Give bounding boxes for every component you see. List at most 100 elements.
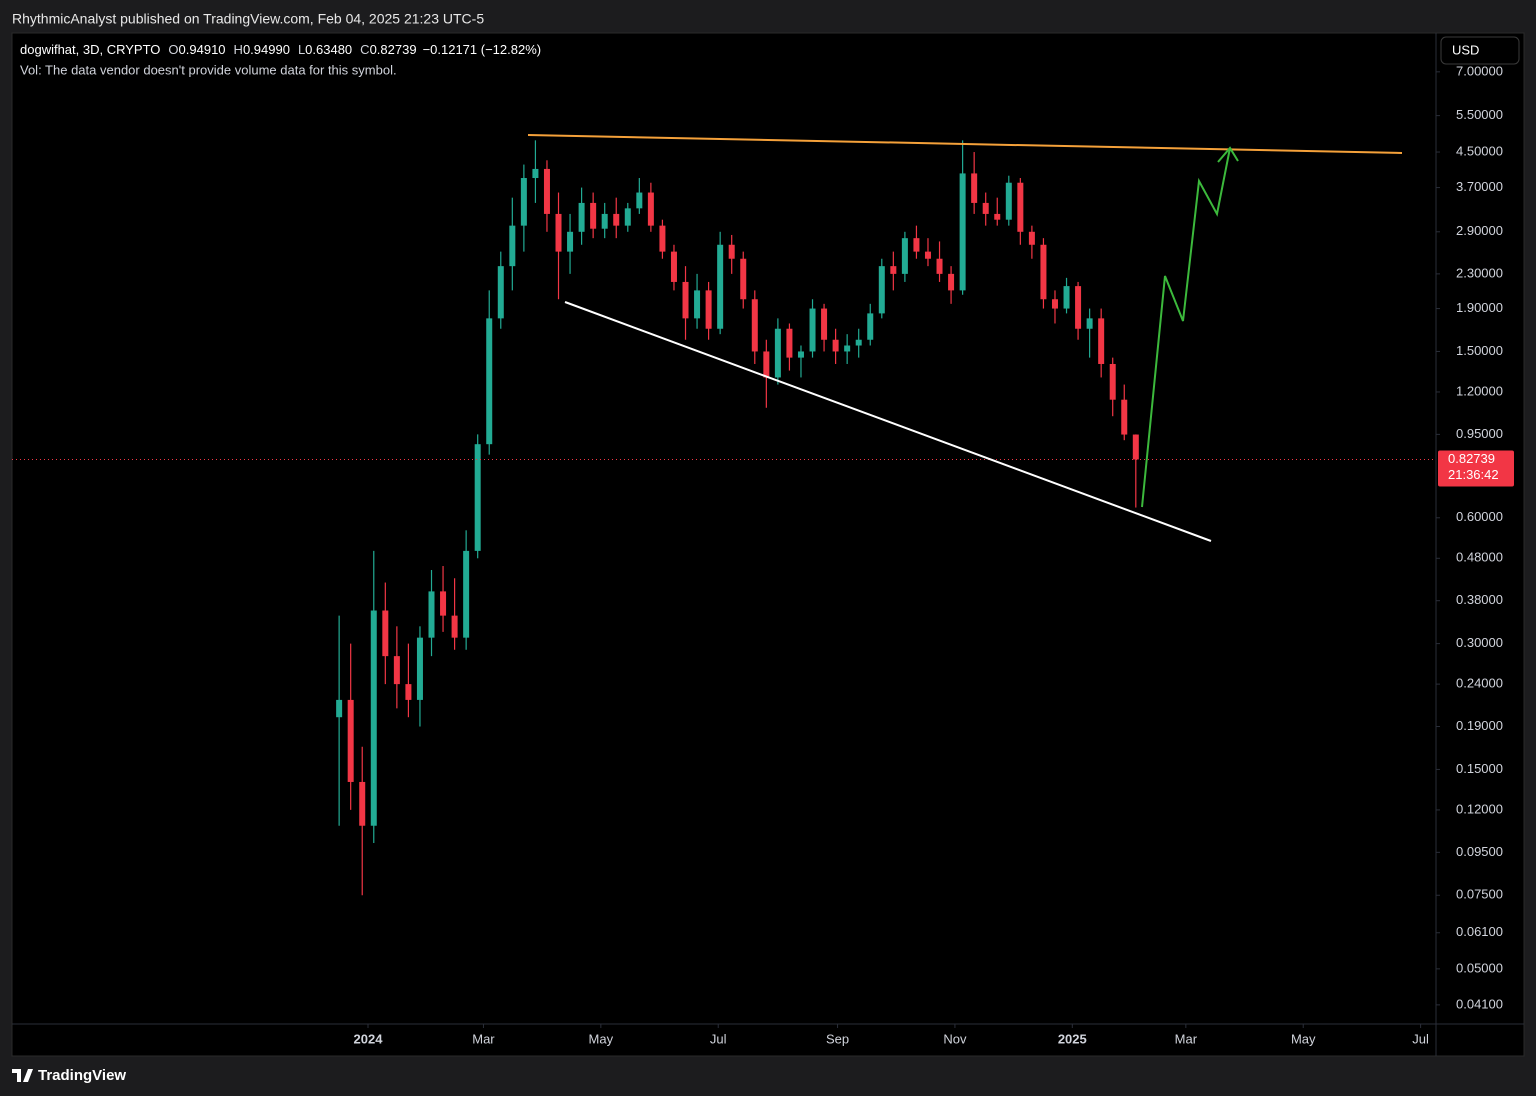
candle-body [509, 225, 516, 267]
candle-body [382, 610, 389, 657]
y-tick-label: 0.07500 [1456, 887, 1503, 902]
candle-body [555, 213, 562, 252]
candle-body [1040, 244, 1047, 300]
candle-body [728, 244, 735, 259]
candle-body [497, 266, 504, 319]
candle-body [532, 168, 539, 179]
candle-body [890, 266, 897, 274]
y-tick-label: 2.90000 [1456, 223, 1503, 238]
footer-logo: TradingView [12, 1067, 126, 1084]
candle-body [520, 178, 527, 226]
candle-body [844, 345, 851, 352]
x-tick-label: Jul [1412, 1031, 1429, 1046]
y-tick-label: 0.95000 [1456, 426, 1503, 441]
candle-body [590, 202, 597, 229]
y-tick-label: 0.12000 [1456, 801, 1503, 816]
y-tick-label: 0.09500 [1456, 844, 1503, 859]
y-tick-label: 0.60000 [1456, 509, 1503, 524]
plot [12, 140, 1436, 896]
y-tick-label: 0.30000 [1456, 635, 1503, 650]
support-line [564, 301, 1212, 542]
candle-body [694, 290, 701, 319]
candle-body [740, 258, 747, 300]
candle-body [1017, 182, 1024, 232]
x-tick-label: Mar [1175, 1031, 1198, 1046]
candle-body [913, 238, 920, 252]
candle-body [1051, 299, 1058, 309]
candle-body [948, 273, 955, 291]
x-tick-label: 2025 [1058, 1031, 1087, 1046]
candle-body [601, 213, 608, 229]
currency-label[interactable]: USD [1452, 42, 1479, 57]
candle-body [405, 684, 412, 700]
x-tick-label: Jul [710, 1031, 727, 1046]
last-price-tag [1438, 450, 1514, 487]
candle-body [763, 351, 770, 378]
y-tick-label: 0.19000 [1456, 718, 1503, 733]
candle-body [855, 339, 862, 346]
candle-body [936, 258, 943, 274]
candle-body [1121, 399, 1128, 435]
legend-key: O [168, 42, 178, 57]
candle-body [463, 550, 470, 638]
candle-body [717, 244, 724, 329]
candle-body [1028, 231, 1035, 245]
candle-body [336, 699, 343, 718]
candle-body [440, 591, 447, 616]
candle-body [867, 313, 874, 340]
candle-body [959, 173, 966, 291]
candle-body [1109, 363, 1116, 400]
candle-body [347, 699, 354, 782]
y-tick-label: 0.24000 [1456, 676, 1503, 691]
candle-body [543, 168, 550, 214]
legend-value: 0.94990 [243, 42, 290, 57]
x-tick-label: 2024 [354, 1031, 384, 1046]
candle-body [994, 213, 1001, 220]
ohlc-legend: dogwifhat, 3D, CRYPTO O0.94910 H0.94990 L0.… [20, 42, 541, 57]
chart-panel [11, 32, 1525, 1057]
y-tick-label: 1.90000 [1456, 300, 1503, 315]
candle-body [636, 192, 643, 209]
y-tick-label: 0.05000 [1456, 960, 1503, 975]
candle-body [647, 192, 654, 226]
x-tick-label: May [589, 1031, 614, 1046]
legend-key: H [234, 42, 243, 57]
drawings [527, 134, 1403, 542]
projection-arrowhead [1217, 146, 1239, 163]
candle-body [359, 781, 366, 826]
candle-body [451, 615, 458, 638]
candle-body [393, 656, 400, 685]
candle-body [428, 591, 435, 638]
candle-body [416, 637, 423, 700]
y-tick-label: 3.70000 [1456, 179, 1503, 194]
candle-body [370, 610, 377, 826]
candle-body [705, 290, 712, 329]
y-tick-label: 0.38000 [1456, 592, 1503, 607]
y-tick-label: 1.20000 [1456, 383, 1503, 398]
legend-value: 0.63480 [305, 42, 352, 57]
projection-path [1141, 147, 1231, 508]
y-tick-label: 0.06100 [1456, 924, 1503, 939]
currency-button[interactable] [1440, 36, 1520, 65]
resistance-line [527, 134, 1403, 154]
y-tick-label: 1.50000 [1456, 343, 1503, 358]
x-tick-label: Mar [472, 1031, 495, 1046]
y-tick-label: 2.30000 [1456, 265, 1503, 280]
candle-body [578, 202, 585, 232]
candle-body [474, 444, 481, 551]
candle-body [1063, 286, 1070, 309]
candle-body [797, 351, 804, 358]
legend-value: 0.82739 [370, 42, 417, 57]
candle-body [659, 225, 666, 252]
candle-body [832, 339, 839, 352]
candle-body [901, 238, 908, 274]
candle-body [1086, 318, 1093, 329]
x-tick-label: Nov [943, 1031, 967, 1046]
countdown: 21:36:42 [1448, 467, 1499, 482]
logo-icon [12, 1069, 33, 1082]
y-tick-label: 5.50000 [1456, 107, 1503, 122]
legend-value: 0.94910 [179, 42, 226, 57]
candle-body [821, 308, 828, 340]
last-price-label: 0.82739 [1448, 451, 1495, 466]
